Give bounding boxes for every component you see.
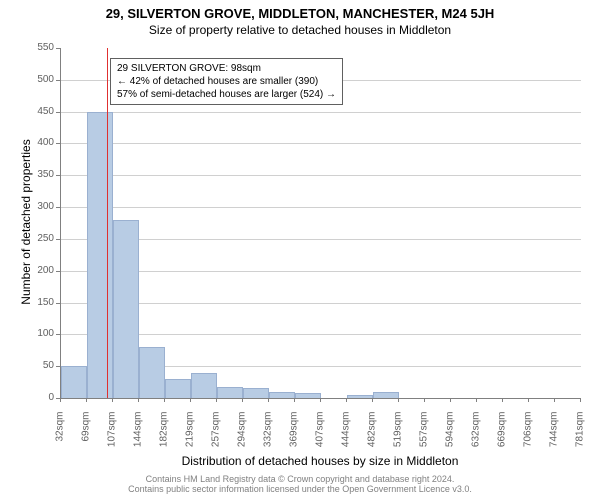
- y-tick-mark: [56, 334, 60, 335]
- x-tick-mark: [398, 398, 399, 402]
- gridline: [61, 303, 581, 304]
- histogram-bar: [139, 347, 165, 398]
- x-tick-mark: [424, 398, 425, 402]
- y-tick-mark: [56, 303, 60, 304]
- x-tick-label: 781sqm: [575, 412, 586, 462]
- x-tick-label: 182sqm: [159, 412, 170, 462]
- histogram-bar: [165, 379, 191, 398]
- histogram-bar: [347, 395, 373, 398]
- x-tick-mark: [164, 398, 165, 402]
- gridline: [61, 143, 581, 144]
- x-tick-label: 444sqm: [341, 412, 352, 462]
- x-tick-label: 32sqm: [55, 412, 66, 462]
- footer-line-1: Contains HM Land Registry data © Crown c…: [0, 474, 600, 484]
- x-tick-label: 257sqm: [211, 412, 222, 462]
- x-tick-label: 107sqm: [107, 412, 118, 462]
- gridline: [61, 271, 581, 272]
- histogram-bar: [61, 366, 87, 398]
- x-tick-label: 744sqm: [549, 412, 560, 462]
- x-tick-mark: [60, 398, 61, 402]
- x-tick-mark: [528, 398, 529, 402]
- x-tick-label: 294sqm: [237, 412, 248, 462]
- x-tick-mark: [294, 398, 295, 402]
- y-tick-mark: [56, 366, 60, 367]
- y-axis-title: Number of detached properties: [19, 122, 33, 322]
- x-tick-label: 557sqm: [419, 412, 430, 462]
- gridline: [61, 207, 581, 208]
- y-tick-label: 200: [28, 265, 54, 276]
- x-tick-label: 219sqm: [185, 412, 196, 462]
- y-tick-label: 50: [28, 360, 54, 371]
- y-tick-label: 100: [28, 328, 54, 339]
- x-tick-mark: [190, 398, 191, 402]
- x-tick-mark: [242, 398, 243, 402]
- y-tick-mark: [56, 271, 60, 272]
- x-tick-mark: [138, 398, 139, 402]
- x-tick-mark: [86, 398, 87, 402]
- x-tick-label: 669sqm: [497, 412, 508, 462]
- y-tick-mark: [56, 112, 60, 113]
- reference-line: [107, 48, 109, 398]
- histogram-bar: [87, 112, 113, 398]
- y-tick-mark: [56, 175, 60, 176]
- x-tick-label: 69sqm: [81, 412, 92, 462]
- y-tick-label: 250: [28, 233, 54, 244]
- x-tick-mark: [216, 398, 217, 402]
- x-tick-label: 519sqm: [393, 412, 404, 462]
- info-line-3: 57% of semi-detached houses are larger (…: [117, 88, 336, 101]
- x-tick-mark: [112, 398, 113, 402]
- y-tick-label: 550: [28, 42, 54, 53]
- histogram-bar: [217, 387, 243, 398]
- x-tick-mark: [268, 398, 269, 402]
- x-tick-mark: [320, 398, 321, 402]
- histogram-bar: [269, 392, 295, 398]
- y-tick-mark: [56, 48, 60, 49]
- info-box: 29 SILVERTON GROVE: 98sqm ← 42% of detac…: [110, 58, 343, 105]
- info-line-1: 29 SILVERTON GROVE: 98sqm: [117, 62, 336, 75]
- x-tick-label: 594sqm: [445, 412, 456, 462]
- histogram-bar: [373, 392, 399, 398]
- x-tick-mark: [450, 398, 451, 402]
- y-tick-label: 150: [28, 297, 54, 308]
- y-tick-mark: [56, 239, 60, 240]
- x-tick-label: 407sqm: [315, 412, 326, 462]
- info-line-2: ← 42% of detached houses are smaller (39…: [117, 75, 336, 88]
- gridline: [61, 334, 581, 335]
- x-tick-label: 369sqm: [289, 412, 300, 462]
- y-tick-label: 450: [28, 106, 54, 117]
- x-tick-mark: [554, 398, 555, 402]
- y-tick-mark: [56, 143, 60, 144]
- histogram-bar: [243, 388, 269, 398]
- gridline: [61, 239, 581, 240]
- gridline: [61, 175, 581, 176]
- histogram-bar: [191, 373, 217, 398]
- y-tick-mark: [56, 207, 60, 208]
- x-tick-label: 144sqm: [133, 412, 144, 462]
- x-tick-mark: [346, 398, 347, 402]
- histogram-bar: [295, 393, 321, 398]
- x-tick-mark: [476, 398, 477, 402]
- x-tick-label: 706sqm: [523, 412, 534, 462]
- x-tick-label: 632sqm: [471, 412, 482, 462]
- x-tick-label: 482sqm: [367, 412, 378, 462]
- x-tick-mark: [502, 398, 503, 402]
- footer-line-2: Contains public sector information licen…: [0, 484, 600, 494]
- y-tick-label: 0: [28, 392, 54, 403]
- y-tick-label: 350: [28, 169, 54, 180]
- page-title: 29, SILVERTON GROVE, MIDDLETON, MANCHEST…: [0, 0, 600, 21]
- footer: Contains HM Land Registry data © Crown c…: [0, 474, 600, 494]
- page-subtitle: Size of property relative to detached ho…: [0, 21, 600, 37]
- y-tick-label: 500: [28, 74, 54, 85]
- y-tick-mark: [56, 80, 60, 81]
- x-tick-label: 332sqm: [263, 412, 274, 462]
- y-tick-label: 400: [28, 137, 54, 148]
- gridline: [61, 112, 581, 113]
- x-tick-mark: [580, 398, 581, 402]
- x-tick-mark: [372, 398, 373, 402]
- y-tick-label: 300: [28, 201, 54, 212]
- histogram-bar: [113, 220, 139, 398]
